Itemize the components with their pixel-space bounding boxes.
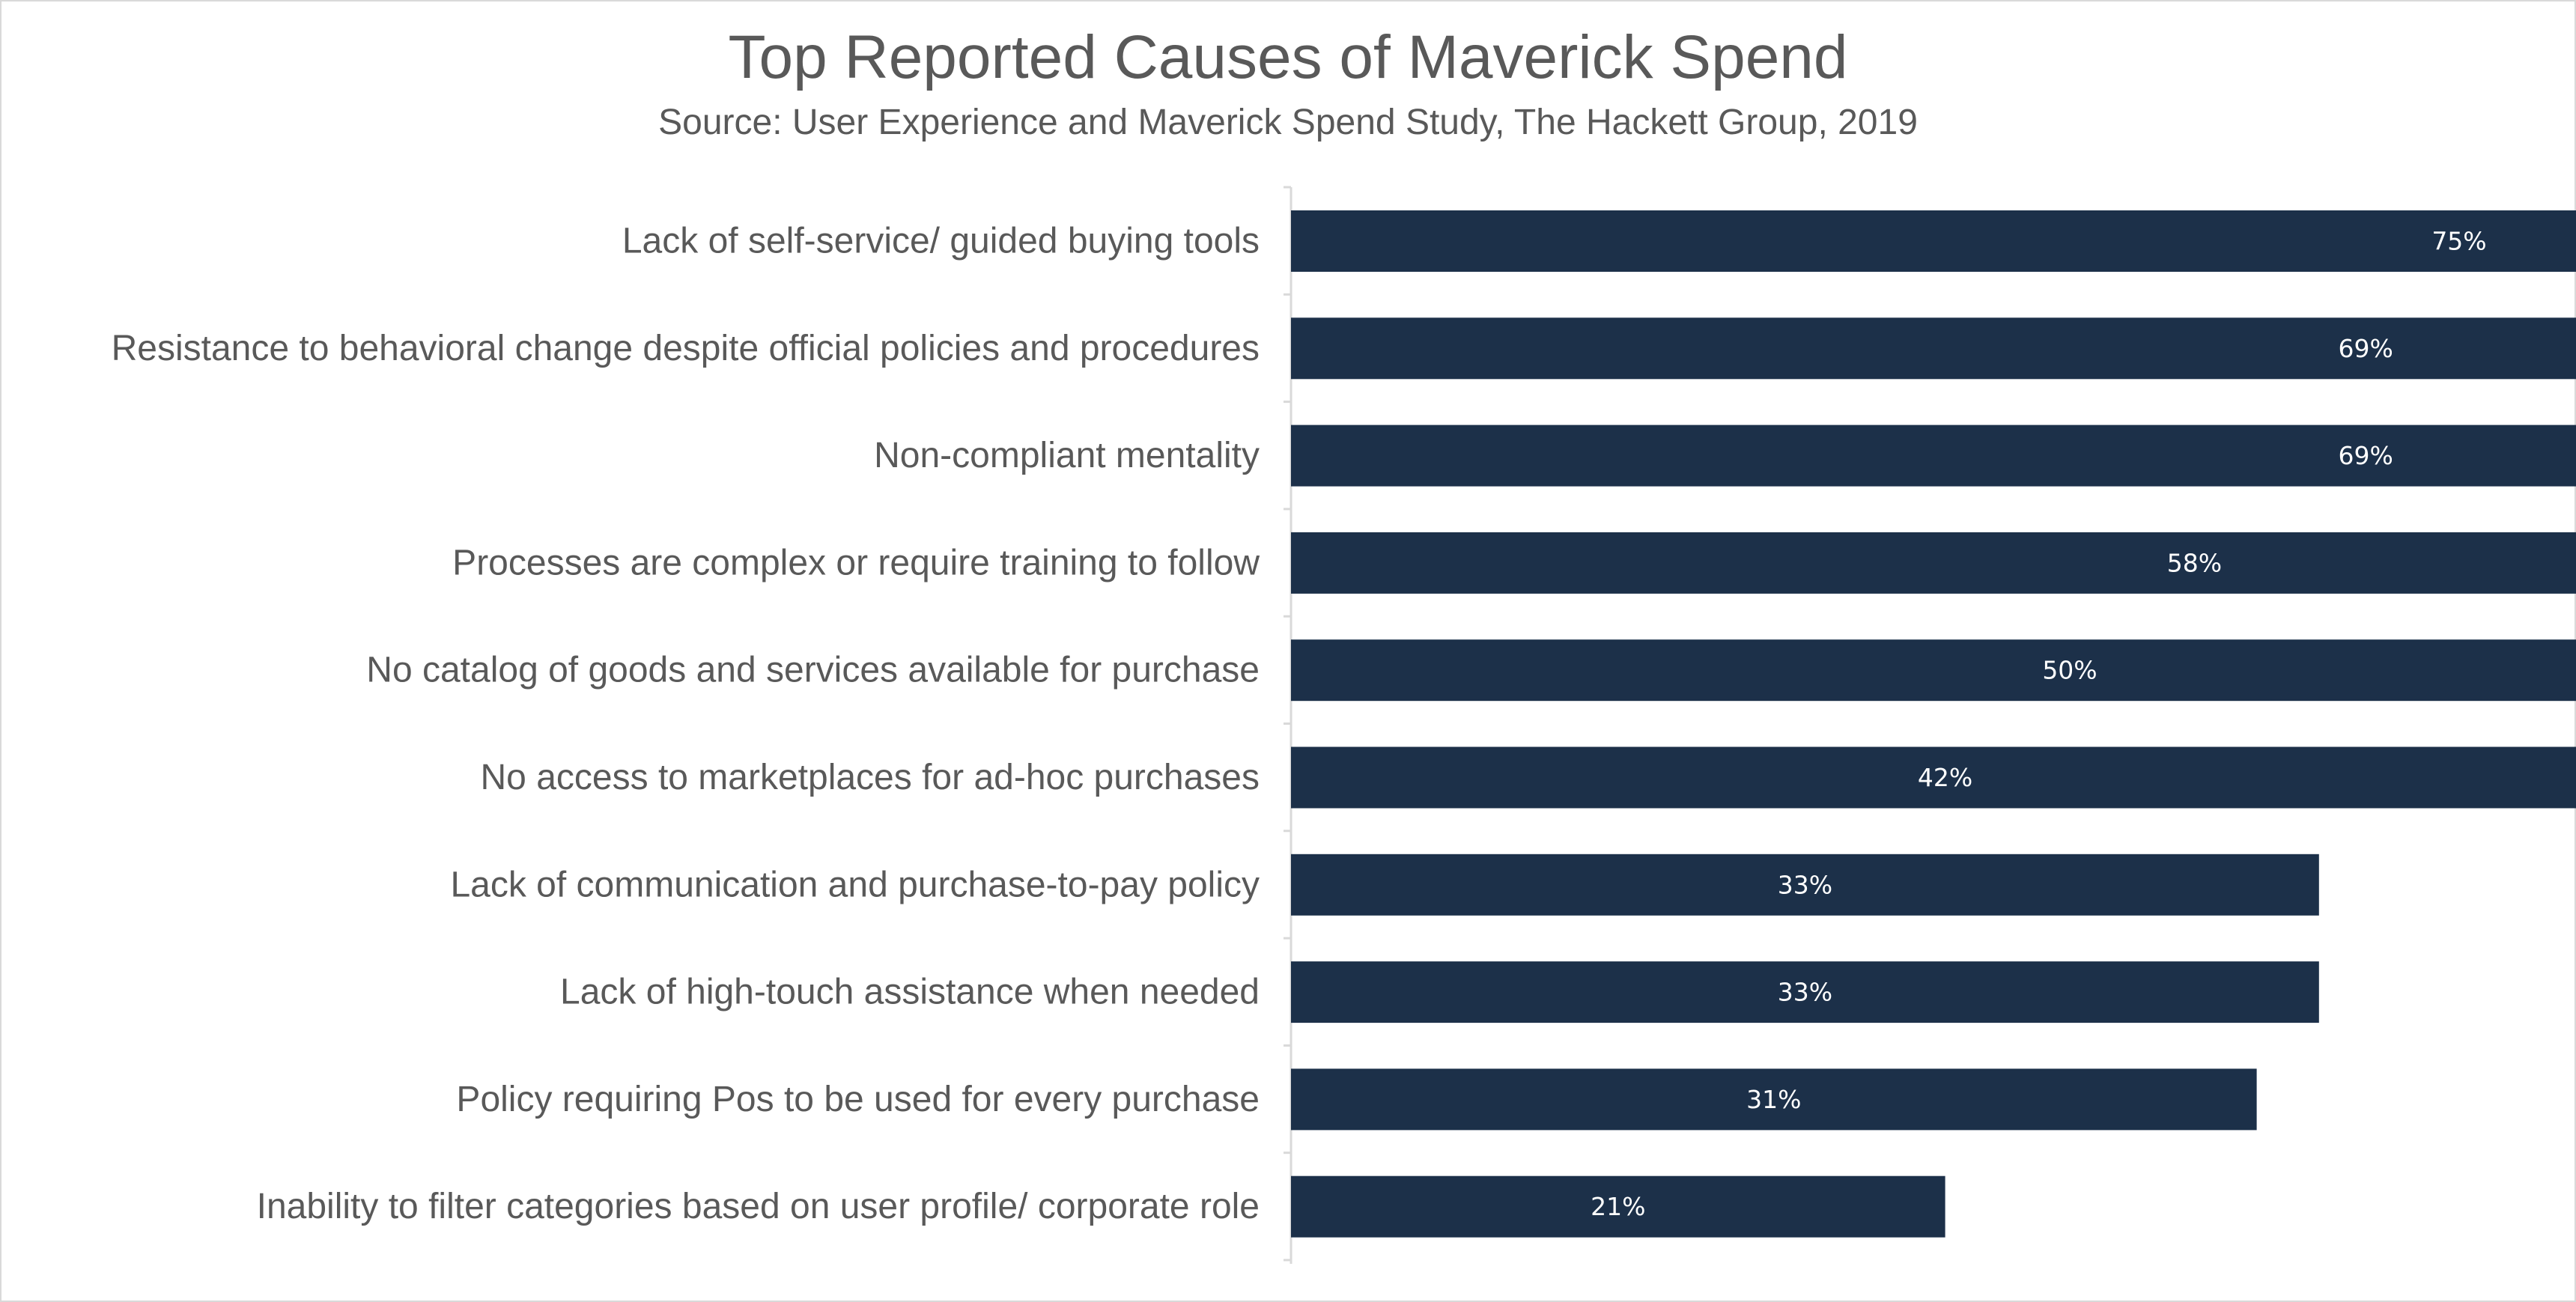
data-label: 69% [2339, 334, 2393, 363]
category-label: Lack of high-touch assistance when neede… [560, 973, 1260, 1012]
bar [1291, 854, 2319, 916]
bar [1291, 210, 2576, 272]
category-label: Policy requiring Pos to be used for ever… [456, 1080, 1260, 1119]
data-label: 69% [2339, 441, 2393, 470]
data-label: 33% [1778, 870, 1832, 899]
data-label: 75% [2431, 227, 2486, 256]
category-axis [1284, 186, 1292, 1264]
bars [1291, 210, 2576, 1238]
bar [1291, 425, 2576, 487]
category-label: Non-compliant mentality [874, 436, 1260, 475]
bar [1291, 961, 2319, 1023]
category-label: Processes are complex or require trainin… [452, 543, 1260, 582]
data-label: 50% [2042, 656, 2097, 685]
bar [1291, 1068, 2257, 1131]
category-label: Resistance to behavioral change despite … [112, 329, 1260, 368]
category-label: No catalog of goods and services availab… [366, 651, 1260, 690]
data-labels: 75% 69% 69% 58% 50% 42% 33% 33% 31% 21% [1591, 227, 2487, 1222]
category-label: No access to marketplaces for ad-hoc pur… [481, 758, 1260, 797]
bar [1291, 746, 2576, 809]
data-label: 31% [1746, 1085, 1801, 1114]
chart-title: Top Reported Causes of Maverick Spend [728, 23, 1848, 91]
data-label: 58% [2167, 548, 2222, 577]
category-label: Inability to filter categories based on … [257, 1187, 1260, 1226]
data-label: 42% [1918, 763, 1972, 792]
chart-subtitle: Source: User Experience and Maverick Spe… [658, 103, 1918, 142]
bar [1291, 639, 2576, 702]
bar [1291, 532, 2576, 594]
category-labels: Lack of self-service/ guided buying tool… [112, 222, 1260, 1227]
bar [1291, 317, 2576, 380]
data-label: 21% [1591, 1192, 1645, 1221]
bar [1291, 1175, 1945, 1238]
category-label: Lack of self-service/ guided buying tool… [622, 222, 1260, 261]
category-label: Lack of communication and purchase-to-pa… [450, 865, 1260, 904]
data-label: 33% [1778, 978, 1832, 1007]
